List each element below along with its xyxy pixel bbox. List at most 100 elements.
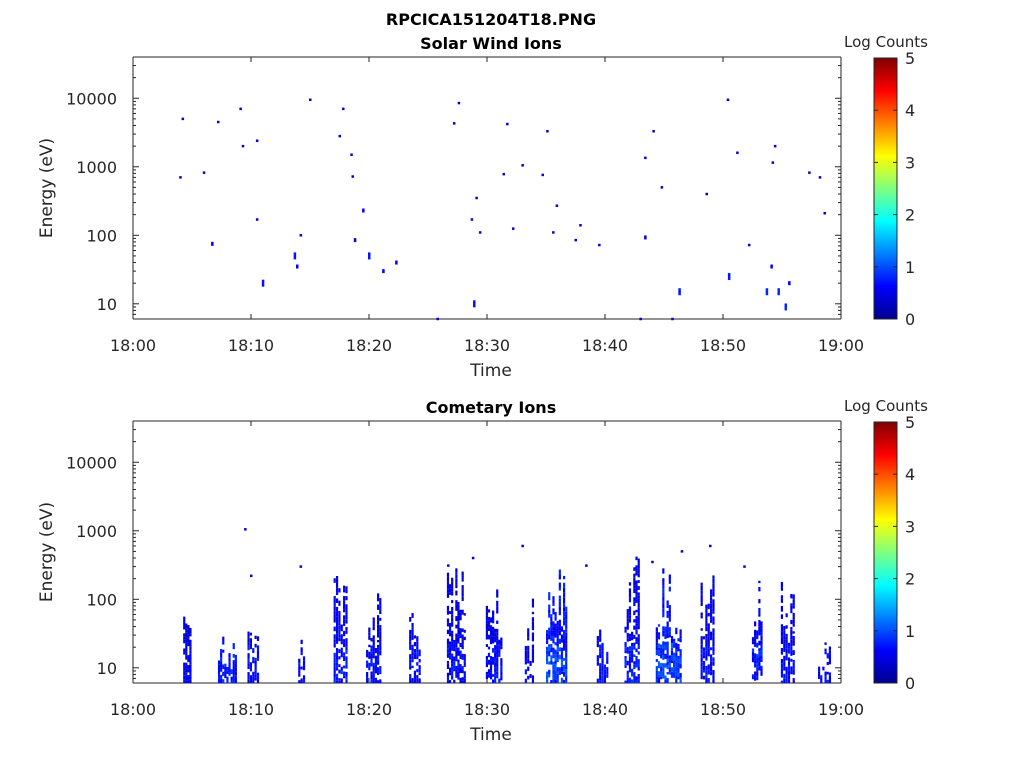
- cometary-burst-cell: [256, 636, 260, 641]
- cometary-burst-cell: [185, 665, 188, 669]
- cometary-burst-cell: [446, 676, 450, 681]
- cometary-burst-cell: [655, 638, 658, 643]
- cometary-burst-cell: [529, 673, 532, 678]
- cometary-burst-cell: [485, 633, 489, 637]
- cometary-burst-cell: [343, 643, 346, 648]
- cometary-burst-cell: [780, 638, 784, 645]
- cometary-burst-cell: [411, 651, 414, 656]
- cometary-burst-cell: [662, 626, 665, 631]
- cometary-burst-cell: [338, 600, 341, 606]
- cometary-burst-cell: [679, 629, 682, 632]
- cometary-burst-cell: [705, 638, 708, 643]
- cometary-burst-cell: [792, 631, 795, 634]
- cometary-burst-cell: [416, 662, 419, 666]
- cometary-burst-cell: [628, 597, 632, 603]
- cometary-burst-cell: [702, 636, 706, 640]
- cometary-burst-cell: [448, 632, 452, 637]
- cometary-burst-cell: [662, 604, 665, 609]
- cometary-burst-cell: [758, 666, 761, 671]
- cometary-burst-cell: [252, 660, 255, 664]
- cometary-burst-cell: [550, 616, 553, 622]
- cometary-burst-cell: [487, 646, 491, 650]
- solar-wind-data-point: [296, 264, 299, 269]
- solar-wind-data-point: [660, 186, 664, 189]
- cometary-burst-cell: [662, 585, 665, 589]
- cometary-burst-cell: [787, 648, 791, 654]
- cometary-burst-cell: [664, 626, 667, 630]
- cometary-burst-cell: [463, 654, 466, 660]
- cometary-burst-cell: [679, 649, 682, 654]
- cometary-burst-cell: [254, 664, 257, 667]
- cometary-burst-cell: [626, 625, 629, 630]
- cometary-burst-cell: [457, 662, 460, 668]
- cometary-burst-cell: [409, 679, 412, 683]
- cometary-burst-cell: [222, 636, 225, 642]
- cometary-burst-cell: [635, 637, 638, 642]
- cometary-burst-cell: [340, 638, 343, 642]
- cometary-burst-cell: [562, 679, 566, 683]
- cometary-burst-cell: [626, 614, 629, 619]
- cometary-burst-cell: [418, 665, 421, 670]
- cometary-burst-cell: [562, 616, 566, 621]
- cometary-burst-cell: [338, 618, 341, 623]
- cometary-burst-cell: [234, 677, 237, 683]
- cometary-burst-cell: [635, 595, 638, 600]
- cometary-burst-cell: [655, 650, 658, 656]
- cometary-x-tick-label: 18:40: [582, 700, 628, 719]
- cometary-burst-cell: [448, 652, 452, 656]
- cometary-burst-cell: [554, 660, 557, 664]
- cometary-burst-cell: [675, 671, 678, 676]
- cometary-burst-cell: [558, 582, 561, 588]
- cometary-burst-cell: [183, 679, 186, 683]
- cometary-burst-cell: [666, 678, 669, 683]
- cometary-burst-cell: [628, 653, 632, 657]
- cometary-burst-cell: [633, 585, 636, 589]
- cometary-burst-cell: [335, 651, 339, 656]
- cometary-burst-cell: [183, 616, 186, 622]
- cometary-burst-cell: [666, 613, 669, 618]
- cometary-burst-cell: [413, 652, 417, 655]
- cometary-burst-cell: [751, 648, 755, 652]
- cometary-burst-cell: [461, 677, 464, 681]
- cometary-burst-cell: [624, 658, 627, 663]
- cometary-burst-cell: [565, 619, 568, 623]
- cometary-burst-cell: [560, 656, 564, 659]
- cometary-burst-cell: [487, 634, 491, 640]
- cometary-burst-cell: [705, 626, 708, 632]
- cometary-burst-cell: [343, 600, 346, 605]
- cometary-burst-cell: [626, 674, 629, 678]
- cometary-burst-cell: [492, 648, 495, 653]
- cometary-burst-cell: [372, 635, 375, 640]
- cometary-burst-cell: [702, 651, 706, 656]
- cometary-burst-cell: [338, 632, 341, 635]
- cometary-burst-cell: [756, 657, 759, 664]
- solar-wind-x-tick-label: 18:50: [700, 336, 746, 355]
- solar-wind-data-point: [181, 117, 185, 121]
- cometary-burst-cell: [459, 643, 462, 648]
- cometary-burst-cell: [754, 660, 757, 664]
- cometary-burst-cell: [220, 678, 223, 683]
- cometary-burst-cell: [792, 594, 795, 600]
- cometary-burst-cell: [411, 678, 414, 683]
- cometary-burst-cell: [712, 657, 715, 662]
- cometary-burst-cell: [498, 639, 501, 645]
- cometary-burst-cell: [675, 675, 678, 680]
- cometary-burst-cell: [556, 673, 559, 679]
- cometary-burst-cell: [300, 639, 303, 645]
- cometary-burst-cell: [345, 596, 348, 601]
- cometary-burst-cell: [824, 676, 827, 680]
- cometary-burst-cell: [459, 628, 462, 631]
- cometary-burst-cell: [455, 665, 458, 670]
- cometary-burst-cell: [560, 634, 564, 640]
- cometary-burst-cell: [374, 659, 378, 665]
- cometary-burst-cell: [451, 653, 454, 656]
- cometary-burst-cell: [548, 630, 551, 635]
- cometary-burst-cell: [377, 628, 380, 633]
- cometary-burst-cell: [254, 670, 257, 675]
- cometary-burst-cell: [707, 636, 710, 643]
- cometary-burst-cell: [232, 669, 235, 676]
- cometary-burst-cell: [524, 660, 527, 665]
- cometary-burst-cell: [546, 671, 549, 677]
- cometary-burst-cell: [558, 623, 561, 627]
